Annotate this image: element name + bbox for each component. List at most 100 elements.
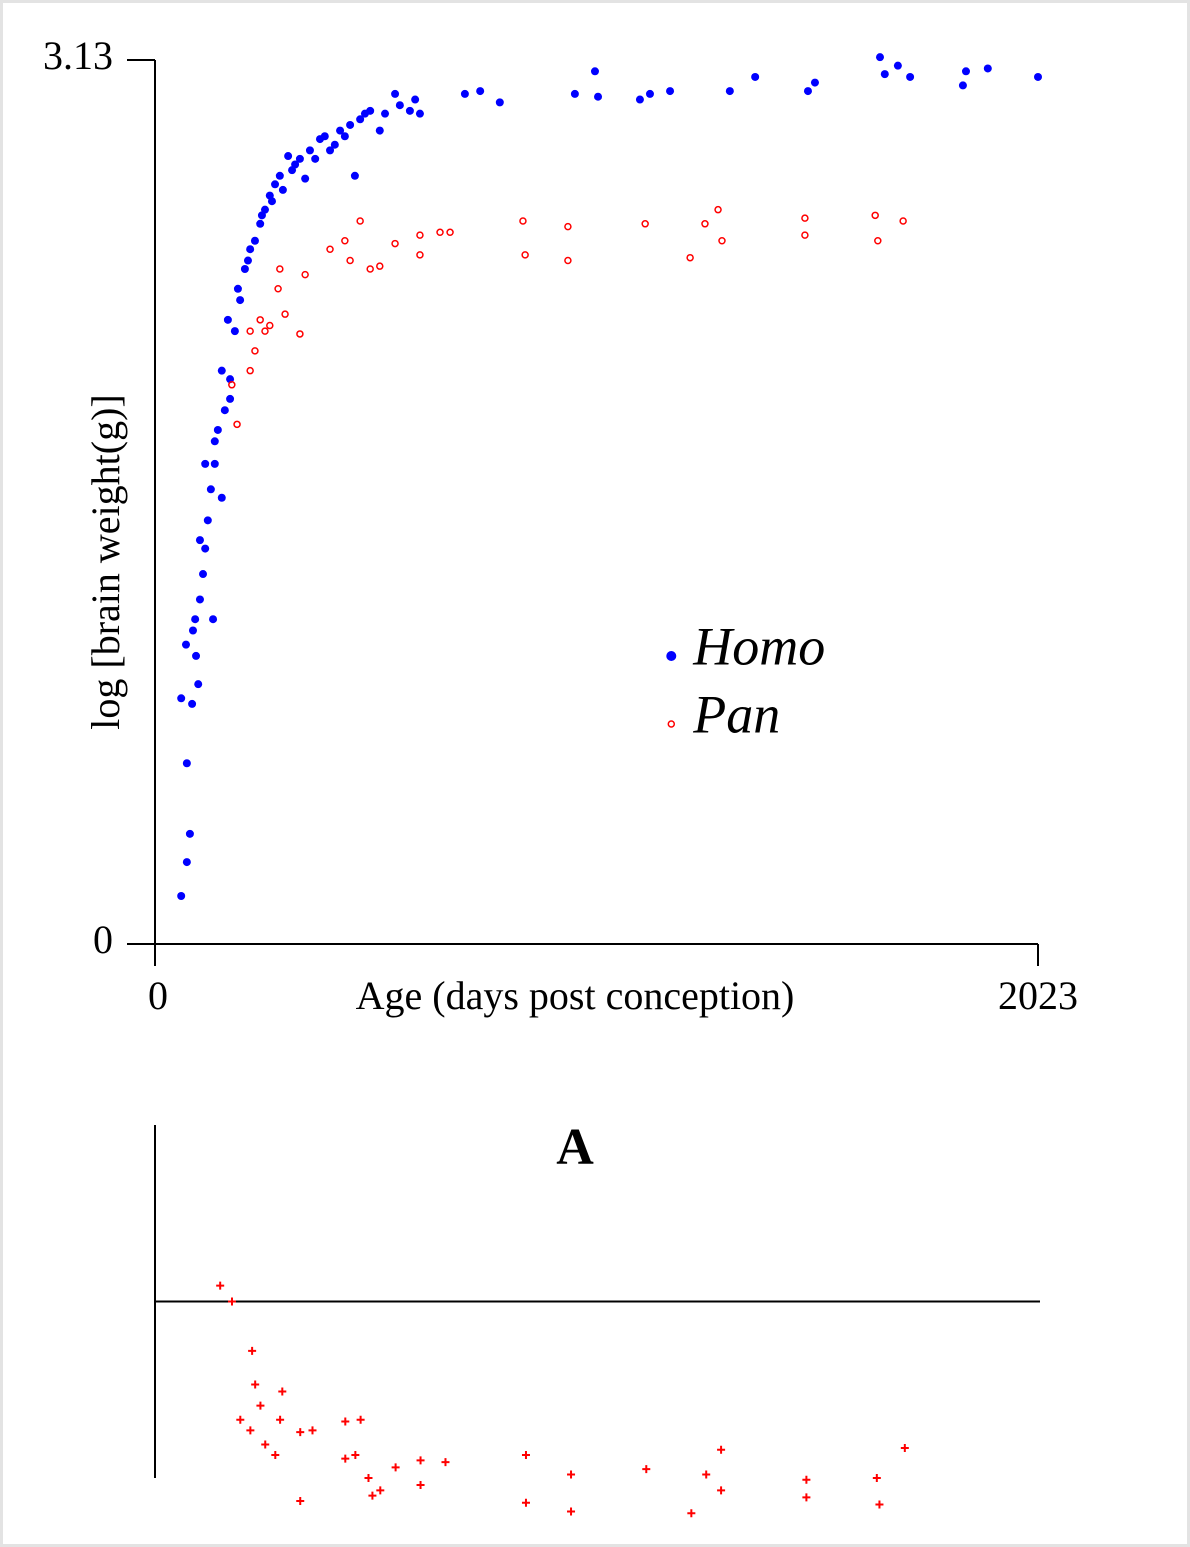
point [199,570,208,579]
point [266,321,274,330]
point [261,327,269,335]
y-tick-label: 3.13 [43,33,113,78]
point [594,92,603,101]
point [301,174,310,183]
point [368,1491,377,1500]
point [899,217,907,225]
point [250,236,259,245]
y-axis-label: log [brain weight(g)] [83,394,128,729]
point [213,425,222,434]
point [274,285,282,293]
point [395,101,404,110]
point [702,1470,711,1479]
point [567,1507,576,1516]
point [717,1445,726,1454]
point [416,1456,425,1465]
point [666,87,675,96]
point [476,87,485,96]
point [810,78,819,87]
point [802,1475,811,1484]
point [177,891,186,900]
point [495,98,504,107]
point [340,132,349,141]
point [256,316,264,324]
point [564,256,572,265]
point [875,1500,884,1509]
point [983,64,992,73]
point [275,171,284,180]
point [642,1465,651,1474]
point [195,595,204,604]
point [893,61,902,70]
point [356,217,364,225]
point [906,72,915,81]
legend-marker [666,651,677,661]
point [802,1493,811,1502]
point [195,536,204,545]
point [223,315,232,324]
point [308,1426,317,1435]
point [872,1474,881,1482]
point [1034,72,1042,81]
point [227,1297,236,1306]
point [181,640,190,649]
point [326,245,334,253]
point [301,270,309,279]
point [240,264,249,273]
point [364,1474,373,1482]
point [880,70,889,79]
point [271,180,280,189]
point [217,366,226,375]
point [251,347,259,355]
point [191,615,200,624]
point [246,327,254,335]
point [687,1509,696,1518]
point [296,1496,305,1505]
point [346,256,354,265]
point [248,1346,257,1355]
point [567,1470,576,1479]
point [210,459,219,468]
point [201,459,210,468]
point [182,759,191,768]
point [570,89,579,98]
point [220,406,229,415]
point [701,220,709,228]
point [405,106,414,115]
point [391,239,399,248]
point [356,115,365,124]
point [686,253,694,262]
point [217,493,226,502]
point [246,1426,255,1435]
point [228,381,236,389]
point [296,330,304,338]
point [320,132,329,141]
point [256,219,265,228]
point [645,89,654,98]
point [194,680,203,689]
point [284,152,293,161]
point [635,95,644,104]
point [305,146,314,155]
point [416,251,424,259]
point [346,120,355,129]
point [251,1380,260,1389]
point [436,228,444,237]
point [182,858,191,867]
point [356,1415,365,1424]
x-tick-label: 2023 [998,973,1078,1018]
point [278,185,287,194]
point [267,197,276,206]
point [271,1451,280,1460]
point [261,1440,270,1449]
point [188,699,197,708]
x-tick-label: 0 [148,973,168,1018]
point [375,126,384,135]
point [875,53,884,62]
point [714,205,722,214]
point [350,171,359,180]
point [177,694,186,703]
chart-title: A [556,1119,594,1176]
point [801,231,809,239]
